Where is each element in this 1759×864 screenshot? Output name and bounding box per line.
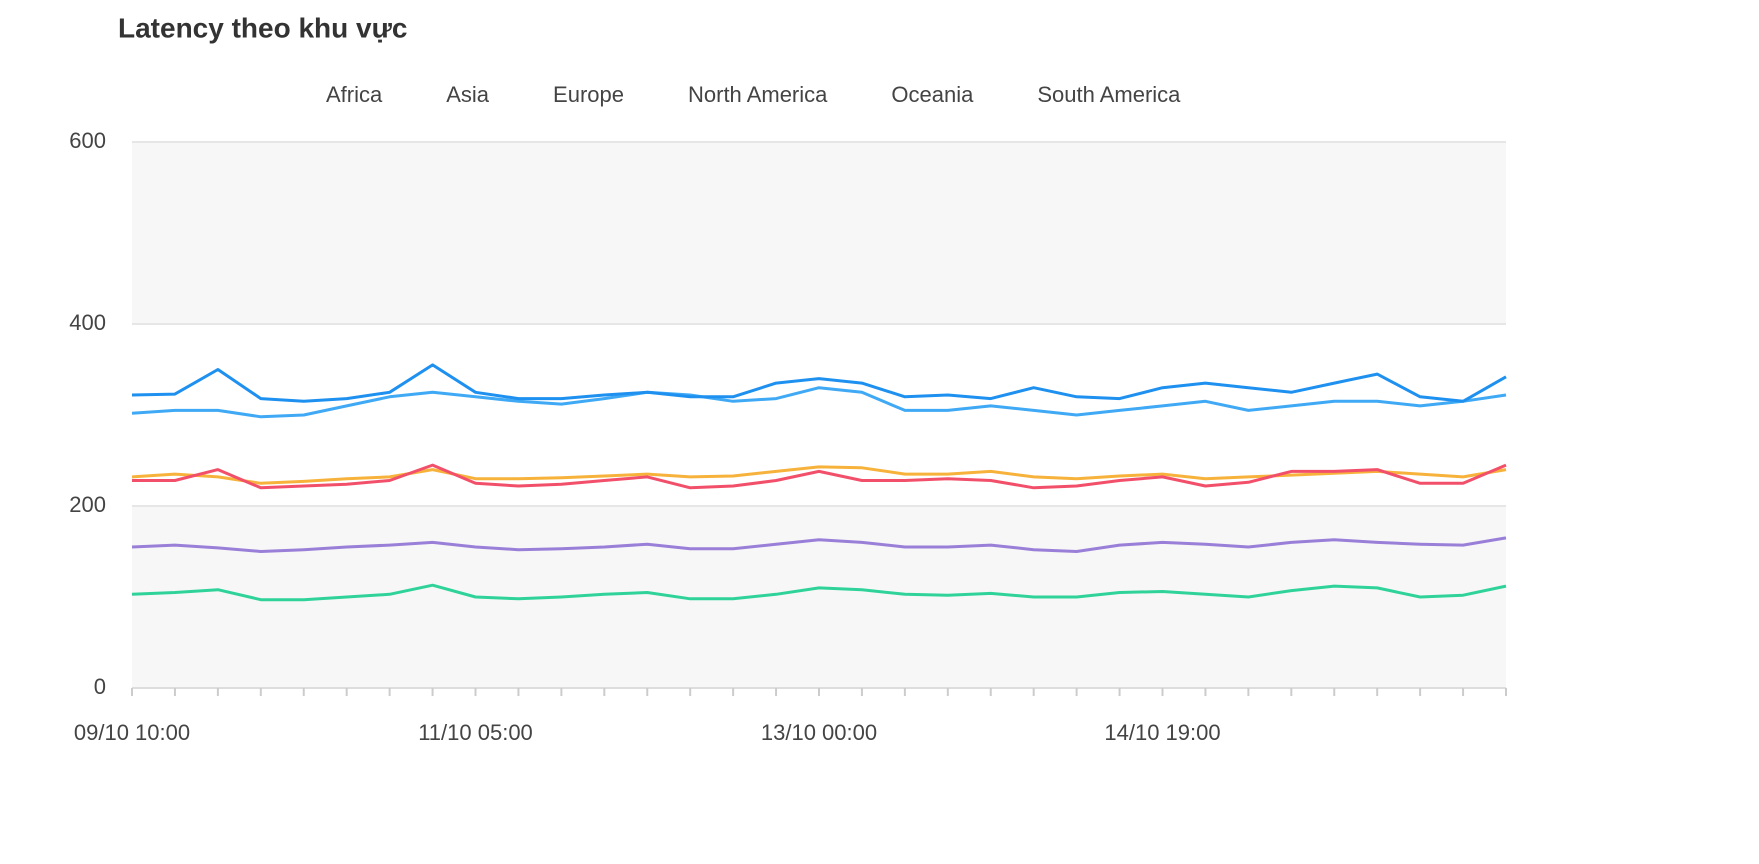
series-line bbox=[131, 465, 1507, 485]
legend-item[interactable]: Oceania bbox=[891, 82, 974, 107]
x-tick-label: 11/10 05:00 bbox=[418, 720, 533, 745]
legend-item[interactable]: Asia bbox=[446, 82, 490, 107]
y-tick-label: 400 bbox=[69, 310, 106, 335]
series-line bbox=[131, 363, 1507, 403]
bands bbox=[132, 142, 1506, 688]
legend-item[interactable]: Europe bbox=[553, 82, 624, 107]
legend-item[interactable]: South America bbox=[1037, 82, 1181, 107]
series-line bbox=[131, 583, 1507, 602]
legend-item[interactable]: Africa bbox=[326, 82, 383, 107]
series-line bbox=[131, 536, 1507, 553]
legend-item[interactable]: North America bbox=[688, 82, 828, 107]
series-line bbox=[131, 386, 1507, 419]
x-tick-label: 09/10 10:00 bbox=[74, 720, 190, 745]
x-tick-label: 13/10 00:00 bbox=[761, 720, 877, 745]
y-tick-label: 200 bbox=[69, 492, 106, 517]
series-line bbox=[132, 463, 1507, 490]
y-tick-label: 0 bbox=[94, 674, 106, 699]
band bbox=[132, 142, 1506, 324]
x-tick-label: 14/10 19:00 bbox=[1104, 720, 1220, 745]
y-tick-label: 600 bbox=[69, 128, 106, 153]
chart-title: Latency theo khu vực bbox=[118, 12, 407, 43]
